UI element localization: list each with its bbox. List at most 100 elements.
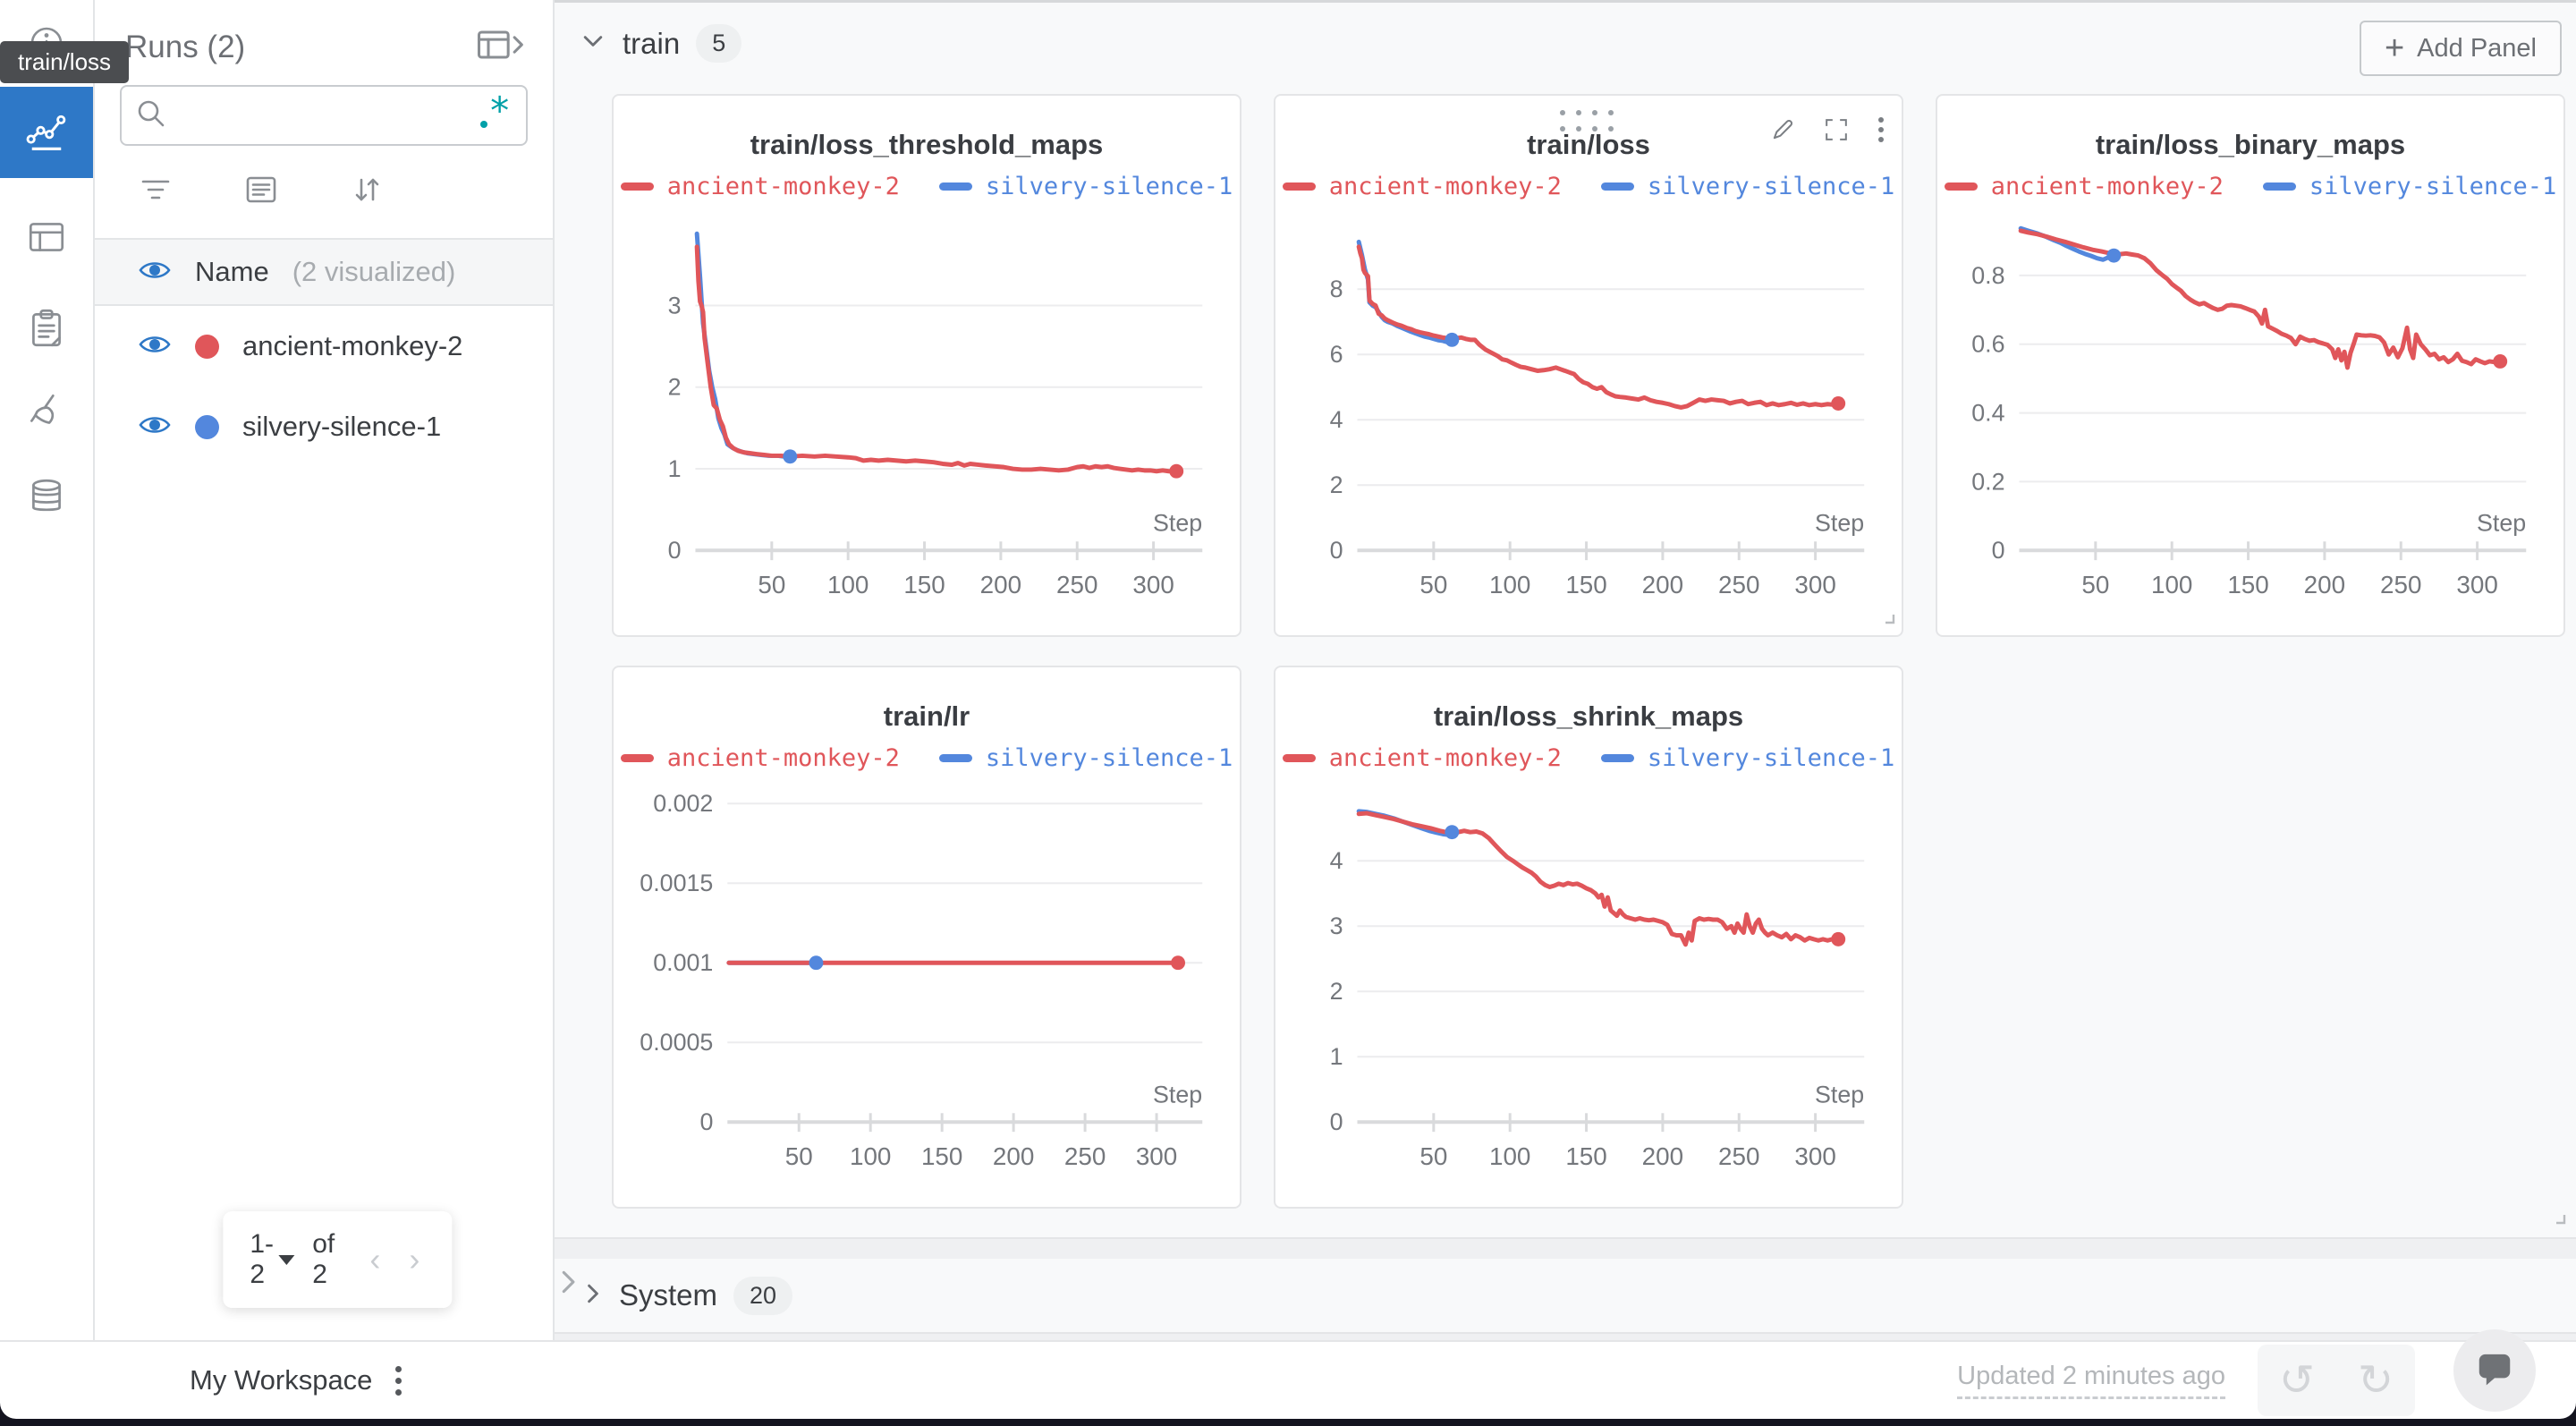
legend-item[interactable]: silvery-silence-1 [2262,173,2556,200]
system-panel-count-badge: 20 [733,1276,793,1315]
svg-text:1: 1 [668,455,682,482]
chart-plot-area[interactable]: 0 1 2 3 50 100 150 200 250 300 Step [614,214,1240,642]
eye-icon[interactable] [138,333,172,361]
svg-text:8: 8 [1330,276,1343,302]
runs-table-expand-icon[interactable] [476,27,526,67]
svg-text:150: 150 [2227,571,2268,598]
legend-run-name: silvery-silence-1 [1647,172,1895,200]
broom-icon[interactable] [0,365,93,456]
chart-panel-train/loss[interactable]: train/loss ancient-monkey-2 silvery-silenc… [1274,94,1903,637]
runs-panel: Runs (2) * Name (2 visualized) [95,0,555,1340]
drag-handle-icon[interactable] [1560,110,1617,135]
workspace-title[interactable]: My Workspace [190,1364,373,1396]
run-search-input[interactable] [177,100,476,131]
fullscreen-icon[interactable] [1823,116,1850,148]
filter-icon[interactable] [138,174,174,210]
legend-run-name: ancient-monkey-2 [666,172,900,200]
run-name[interactable]: silvery-silence-1 [242,411,442,442]
legend-item[interactable]: silvery-silence-1 [1600,172,1895,200]
workspace-menu-icon[interactable] [395,1365,402,1396]
svg-text:Step: Step [1153,509,1202,536]
runs-list-header[interactable]: Name (2 visualized) [95,238,553,306]
svg-text:0.0005: 0.0005 [640,1029,713,1056]
train-section: train 5 + Add Panel train/loss_threshold… [555,3,2576,1239]
tooltip: train/loss [0,41,130,83]
chart-panel-train/loss_binary_maps[interactable]: train/loss_binary_maps ancient-monkey-2 si… [1936,94,2565,637]
svg-text:3: 3 [1330,912,1343,939]
runs-list: ancient-monkey-2 silvery-silence-1 [95,306,553,467]
caret-down-icon [278,1254,295,1265]
sort-icon[interactable] [349,173,385,211]
run-search-box: * [120,85,528,146]
svg-text:200: 200 [1642,571,1683,598]
legend-item[interactable]: silvery-silence-1 [938,173,1233,200]
run-name[interactable]: ancient-monkey-2 [242,330,463,361]
page-range-dropdown[interactable]: 1-2 [250,1229,295,1290]
chart-plot-area[interactable]: 0 0.2 0.4 0.6 0.8 50 100 150 200 250 300 Step [1937,214,2563,642]
svg-text:6: 6 [1330,341,1343,368]
edit-panel-icon[interactable] [1769,116,1796,148]
run-color-dot [195,334,219,359]
chart-plot-area[interactable]: 0 2 4 6 8 50 100 150 200 250 300 Step [1275,214,1902,642]
system-section-title[interactable]: System [619,1278,718,1311]
legend-item[interactable]: ancient-monkey-2 [1282,744,1562,772]
eye-icon[interactable] [138,259,172,286]
undo-button[interactable]: ↺ [2258,1345,2336,1416]
chart-panel-train/loss_shrink_maps[interactable]: train/loss_shrink_maps ancient-monkey-2 si… [1274,666,1903,1209]
sidebar-collapse-handle[interactable] [556,1266,580,1303]
legend-run-name: ancient-monkey-2 [1328,172,1562,200]
page-of-label: of 2 [312,1229,335,1289]
legend-item[interactable]: ancient-monkey-2 [620,744,900,772]
train-panel-count-badge: 5 [696,24,742,63]
section-resize-handle[interactable] [2553,1211,2567,1230]
legend-item[interactable]: ancient-monkey-2 [620,172,900,200]
regex-icon[interactable]: * [476,89,513,138]
legend-color-dash [1944,182,1978,191]
svg-text:Step: Step [1153,1081,1202,1108]
svg-text:1: 1 [1330,1043,1343,1070]
group-list-icon[interactable] [243,174,279,210]
eye-icon[interactable] [138,413,172,441]
database-icon[interactable] [0,452,93,543]
updated-status[interactable]: Updated 2 minutes ago [1957,1362,2225,1399]
run-row[interactable]: silvery-silence-1 [95,386,553,467]
svg-text:50: 50 [785,1142,813,1170]
chevron-down-icon[interactable] [580,31,606,55]
chart-panel-train/loss_threshold_maps[interactable]: train/loss_threshold_maps ancient-monkey-… [612,94,1241,637]
line-chart-icon[interactable] [0,87,93,178]
legend-color-dash [1600,182,1634,191]
legend-item[interactable]: ancient-monkey-2 [1282,172,1562,200]
svg-text:300: 300 [1132,571,1174,598]
svg-text:0.8: 0.8 [1971,262,2004,289]
clipboard-icon[interactable] [0,283,93,374]
prev-page-button[interactable]: ‹ [369,1241,381,1277]
svg-text:*: * [488,94,511,132]
redo-button[interactable]: ↻ [2336,1345,2415,1416]
run-row[interactable]: ancient-monkey-2 [95,306,553,386]
chart-panel-train/lr[interactable]: train/lr ancient-monkey-2 silvery-silence-… [612,666,1241,1209]
panel-resize-handle[interactable] [1882,611,1896,630]
legend-item[interactable]: ancient-monkey-2 [1944,172,2224,200]
legend-item[interactable]: silvery-silence-1 [1600,744,1894,772]
train-section-title[interactable]: train [623,26,681,60]
chart-plot-area[interactable]: 0 1 2 3 4 50 100 150 200 250 300 Step [1275,785,1902,1214]
plus-icon: + [2384,30,2405,67]
svg-text:50: 50 [1419,571,1447,598]
legend-item[interactable]: silvery-silence-1 [938,744,1233,772]
add-panel-button[interactable]: + Add Panel [2359,21,2562,76]
svg-text:50: 50 [1419,1142,1447,1170]
kebab-menu-icon[interactable] [1877,115,1885,149]
chart-plot-area[interactable]: 0 0.0005 0.001 0.0015 0.002 50 100 150 200 250 300… [614,785,1240,1214]
panels-workspace: train 5 + Add Panel train/loss_threshold… [555,0,2576,1340]
next-page-button[interactable]: › [409,1241,420,1277]
legend-run-name: ancient-monkey-2 [1990,172,2224,200]
table-icon[interactable] [0,191,93,283]
runs-pagination: 1-2 of 2 ‹ › [223,1211,453,1308]
svg-text:200: 200 [993,1142,1034,1170]
svg-text:150: 150 [1565,571,1606,598]
system-section-header[interactable]: System 20 [555,1259,2576,1334]
svg-text:100: 100 [2151,571,2192,598]
chat-button[interactable] [2453,1329,2536,1412]
chevron-right-icon[interactable] [583,1280,603,1311]
search-icon [134,97,168,135]
